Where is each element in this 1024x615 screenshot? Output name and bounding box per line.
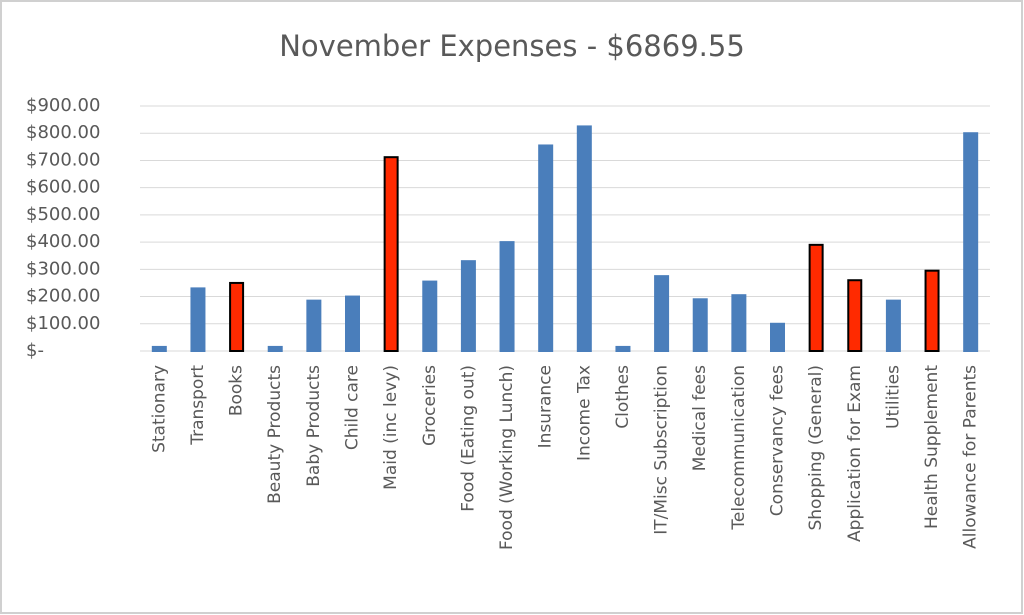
x-tick-label: Utilities <box>883 365 903 429</box>
y-tick-label: $200.00 <box>26 286 100 307</box>
y-tick-label: $400.00 <box>26 231 100 252</box>
x-tick-label: Conservancy fees <box>768 365 788 516</box>
x-tick-label: Groceries <box>420 365 440 446</box>
y-tick-label: $500.00 <box>26 204 100 225</box>
x-tick-label: Child care <box>343 365 363 450</box>
y-tick-label: $300.00 <box>26 258 100 279</box>
x-tick-label: Food (Eating out) <box>458 365 478 512</box>
y-tick-label: $600.00 <box>26 177 100 198</box>
bar <box>460 260 476 352</box>
x-tick-label: Health Supplement <box>922 365 942 529</box>
y-tick-label: $900.00 <box>26 95 100 116</box>
y-tick-label: $- <box>26 340 44 361</box>
x-tick-label: Medical fees <box>690 365 710 471</box>
x-tick-label: Application for Exam <box>845 365 865 542</box>
bar <box>229 281 245 353</box>
x-tick-label: Shopping (General) <box>806 365 826 531</box>
x-tick-label: Transport <box>188 365 208 446</box>
bar <box>306 299 322 352</box>
x-tick-label: Books <box>227 365 247 416</box>
bar <box>731 294 747 353</box>
bar <box>538 144 554 352</box>
y-tick-label: $100.00 <box>26 313 100 334</box>
bar <box>267 345 283 352</box>
bar <box>499 241 515 352</box>
x-tick-label: Baby Products <box>304 365 324 487</box>
bar <box>963 132 979 352</box>
x-tick-label: Beauty Products <box>265 365 285 504</box>
bar <box>924 269 940 353</box>
chart-title: November Expenses - $6869.55 <box>279 29 745 63</box>
x-tick-label: Insurance <box>536 365 556 448</box>
bar <box>383 156 399 352</box>
x-tick-label: Telecommunication <box>729 365 749 531</box>
x-tick-label: Allowance for Parents <box>961 365 981 549</box>
bar <box>654 275 670 352</box>
bar <box>345 295 360 352</box>
bar <box>151 345 167 352</box>
bar <box>885 299 901 352</box>
y-tick-label: $700.00 <box>26 149 100 170</box>
x-tick-label: Income Tax <box>574 365 594 461</box>
x-tick-label: Clothes <box>613 365 633 429</box>
x-tick-label: Stationary <box>149 365 169 453</box>
y-tick-label: $800.00 <box>26 122 100 143</box>
bar <box>190 287 206 352</box>
bar <box>576 125 592 352</box>
x-tick-label: Food (Working Lunch) <box>497 365 517 550</box>
bar <box>847 279 863 353</box>
x-tick-label: Maid (inc levy) <box>381 365 401 490</box>
bar <box>808 243 824 352</box>
bar <box>615 345 631 352</box>
x-tick-label: IT/Misc Subscription <box>652 365 672 535</box>
bar <box>770 322 785 352</box>
bar <box>692 298 708 352</box>
bar <box>422 280 438 353</box>
